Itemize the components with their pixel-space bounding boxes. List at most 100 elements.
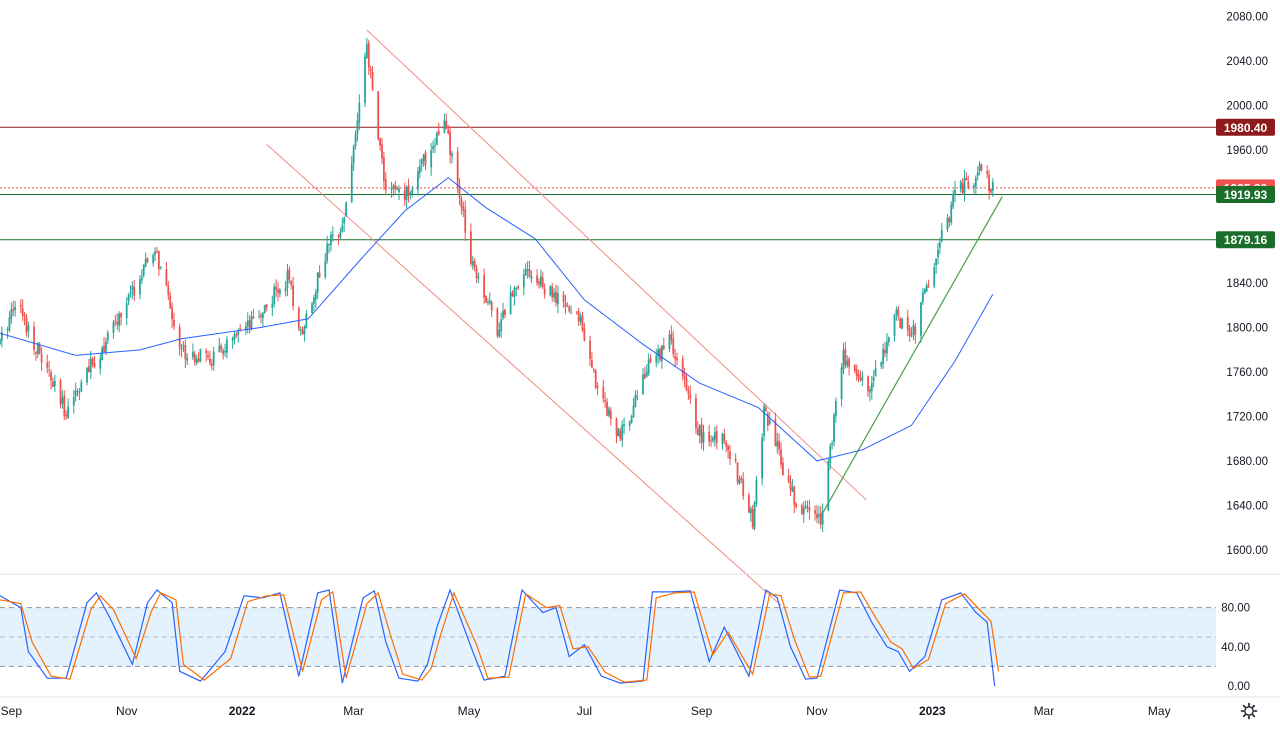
candle-body bbox=[857, 374, 860, 380]
candle-body bbox=[861, 376, 864, 381]
candle-body bbox=[460, 198, 463, 208]
candle-body bbox=[591, 360, 593, 368]
candle-body bbox=[659, 348, 661, 360]
candle-body bbox=[511, 293, 514, 296]
candle-body bbox=[564, 303, 567, 307]
candle-body bbox=[914, 326, 917, 335]
candle-body bbox=[579, 317, 582, 322]
price-tick-label: 1840.00 bbox=[1226, 278, 1268, 290]
candle-body bbox=[369, 68, 372, 72]
candle-body bbox=[120, 312, 122, 318]
candle-body bbox=[734, 459, 737, 461]
candle-body bbox=[872, 377, 875, 381]
candle-body bbox=[10, 308, 13, 320]
stochastic-band bbox=[0, 607, 1216, 667]
candle-body bbox=[933, 267, 936, 286]
candle-body bbox=[522, 274, 525, 288]
candle-body bbox=[458, 185, 461, 199]
candles-layer bbox=[0, 37, 994, 533]
price-tick-label: 1680.00 bbox=[1226, 456, 1268, 468]
candle-body bbox=[191, 352, 194, 358]
candle-body bbox=[923, 289, 926, 294]
candle-body bbox=[220, 346, 223, 350]
candle-body bbox=[260, 315, 262, 317]
candle-body bbox=[61, 397, 64, 404]
candle-body bbox=[437, 130, 440, 135]
candle-body bbox=[685, 378, 688, 390]
candle-body bbox=[749, 508, 752, 514]
candle-body bbox=[723, 434, 726, 441]
candle-body bbox=[696, 428, 699, 435]
candle-body bbox=[67, 406, 69, 419]
candle-body bbox=[284, 288, 287, 291]
candle-body bbox=[886, 341, 888, 354]
candle-body bbox=[407, 185, 410, 197]
candle-body bbox=[184, 345, 187, 360]
candle-body bbox=[350, 163, 353, 202]
candle-body bbox=[628, 421, 631, 427]
candle-body bbox=[477, 276, 480, 278]
candle-body bbox=[738, 479, 741, 484]
candle-body bbox=[660, 345, 663, 362]
candle-body bbox=[297, 307, 300, 329]
candle-body bbox=[303, 326, 306, 334]
candle-body bbox=[398, 188, 400, 192]
candle-body bbox=[379, 138, 382, 146]
candle-body bbox=[504, 309, 506, 316]
price-tick-label: 1600.00 bbox=[1226, 545, 1268, 557]
candle-body bbox=[814, 510, 816, 514]
channel-line bbox=[266, 144, 782, 606]
candle-body bbox=[89, 358, 92, 373]
candle-body bbox=[963, 178, 966, 194]
time-tick-label: 2022 bbox=[229, 704, 256, 718]
candle-body bbox=[821, 511, 824, 525]
candle-body bbox=[524, 269, 527, 276]
candle-body bbox=[921, 292, 924, 303]
candle-body bbox=[776, 441, 779, 447]
time-tick-label: Mar bbox=[1034, 704, 1055, 718]
candle-body bbox=[99, 358, 102, 369]
candle-body bbox=[859, 378, 862, 380]
candle-body bbox=[991, 182, 994, 191]
candle-body bbox=[405, 187, 408, 201]
candle-body bbox=[562, 294, 565, 302]
candle-body bbox=[343, 217, 346, 224]
candle-body bbox=[952, 194, 955, 207]
candle-body bbox=[186, 357, 189, 361]
candle-body bbox=[751, 509, 754, 528]
candle-body bbox=[116, 322, 119, 325]
candle-body bbox=[258, 315, 260, 317]
settings-gear-icon[interactable] bbox=[1238, 700, 1260, 722]
candle-body bbox=[193, 353, 196, 363]
candle-body bbox=[736, 462, 739, 483]
candle-body bbox=[976, 172, 979, 176]
candle-body bbox=[263, 305, 266, 313]
candle-body bbox=[52, 381, 54, 387]
candle-body bbox=[596, 386, 599, 389]
candle-body bbox=[884, 350, 886, 354]
candle-body bbox=[538, 281, 540, 285]
candle-body bbox=[910, 335, 913, 337]
candle-body bbox=[464, 209, 467, 233]
candle-body bbox=[246, 320, 249, 327]
candle-body bbox=[844, 349, 847, 366]
candle-body bbox=[727, 445, 729, 451]
candle-body bbox=[827, 461, 830, 511]
candle-body bbox=[318, 272, 321, 278]
candle-body bbox=[483, 274, 486, 298]
candle-body bbox=[133, 286, 136, 296]
candle-body bbox=[645, 371, 648, 377]
candle-body bbox=[182, 344, 185, 347]
time-tick-label: Mar bbox=[343, 704, 364, 718]
candle-body bbox=[87, 366, 90, 373]
candle-body bbox=[105, 341, 107, 352]
candle-body bbox=[171, 307, 173, 320]
candle-body bbox=[445, 120, 448, 129]
candle-body bbox=[817, 514, 820, 517]
candle-body bbox=[725, 442, 728, 447]
candle-body bbox=[721, 433, 724, 444]
candle-body bbox=[747, 494, 750, 513]
